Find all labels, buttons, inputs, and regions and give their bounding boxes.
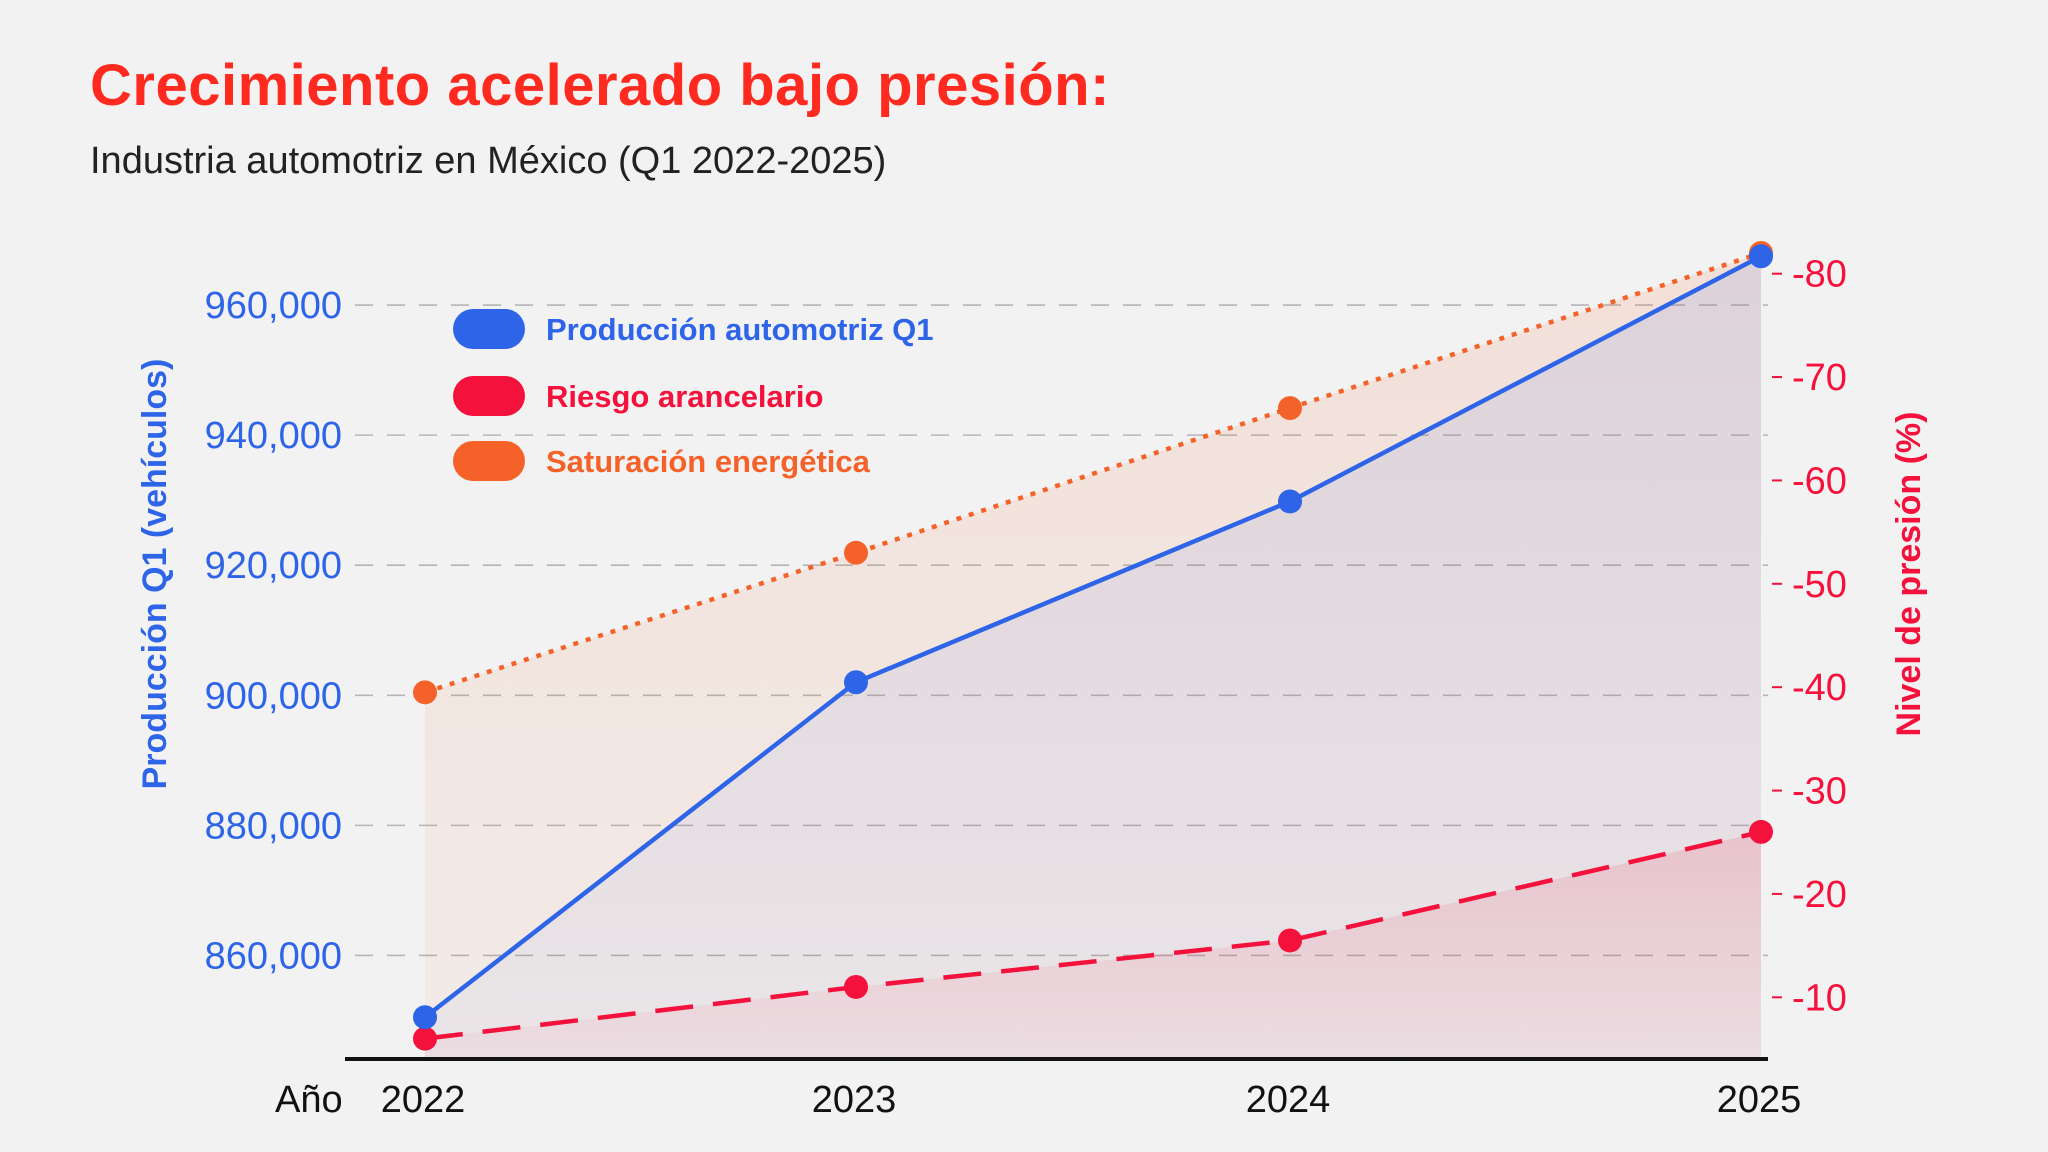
energy-point [413, 680, 437, 705]
energy-line [424, 250, 1762, 695]
y-left-tick-label: 960,000 [205, 285, 342, 327]
risk-point [844, 974, 868, 999]
legend-swatch [453, 309, 525, 349]
legend-label: Saturación energética [546, 444, 871, 479]
production-area [425, 256, 1761, 1059]
energy-point [844, 540, 868, 565]
risk-point [413, 1026, 437, 1051]
legend-swatch [453, 441, 525, 481]
y-left-tick-label: 860,000 [205, 935, 342, 977]
y-right-tick-label: -60 [1792, 460, 1847, 502]
y-right-tick-label: -50 [1792, 564, 1847, 606]
y-right-tick-label: -30 [1792, 771, 1847, 813]
y-left-tick-label: 900,000 [205, 675, 342, 717]
y-right-tick-label: -20 [1792, 874, 1847, 916]
x-tick-label: 2022 [381, 1079, 466, 1121]
y-left-tick-label: 940,000 [205, 415, 342, 457]
y-right-axis-title: Nivel de presión (%) [1890, 412, 1928, 737]
production-point [844, 670, 868, 695]
legend-swatch [453, 376, 525, 416]
y-right-tick-label: -70 [1792, 357, 1847, 399]
legend-label: Riesgo arancelario [546, 379, 823, 414]
production-point [1749, 244, 1773, 269]
x-tick-label: 2024 [1246, 1079, 1331, 1121]
y-left-axis-title: Producción Q1 (vehículos) [136, 359, 174, 790]
production-point [413, 1005, 437, 1030]
y-right-tick-label: -40 [1792, 667, 1847, 709]
x-axis-label: Año [275, 1079, 343, 1121]
legend-label: Producción automotriz Q1 [546, 312, 934, 347]
y-right-tick-label: -80 [1792, 254, 1847, 296]
y-right-tick-label: -10 [1792, 977, 1847, 1019]
risk-point [1278, 928, 1302, 953]
chart-title: Crecimiento acelerado bajo presión: [90, 53, 1110, 118]
production-line [423, 254, 1763, 1020]
chart-subtitle: Industria automotriz en México (Q1 2022-… [90, 140, 887, 182]
production-point [1278, 489, 1302, 514]
risk-area [425, 831, 1761, 1059]
y-left-tick-label: 920,000 [205, 545, 342, 587]
risk-line [424, 829, 1762, 1041]
energy-point [1278, 396, 1302, 421]
x-tick-label: 2025 [1717, 1079, 1802, 1121]
y-left-tick-label: 880,000 [205, 805, 342, 847]
x-tick-label: 2023 [812, 1079, 897, 1121]
risk-point [1749, 819, 1773, 844]
